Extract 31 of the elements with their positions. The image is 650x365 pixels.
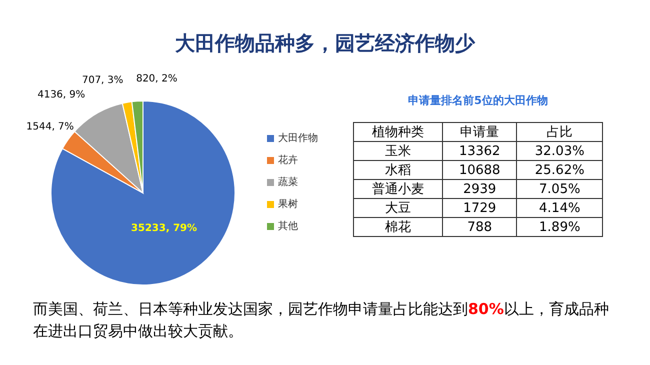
- data-label: 707, 3%: [82, 75, 124, 86]
- category-label: 棉花: [354, 218, 442, 236]
- legend-label: 蔬菜: [278, 177, 298, 188]
- text: 申请量排名前5位的大田作物: [407, 93, 549, 108]
- text: 占比: [516, 122, 602, 142]
- data-label: 4.14%: [516, 198, 602, 218]
- category-label: 普通小麦: [354, 180, 442, 198]
- text: 而美国、荷兰、日本等种业发达国家，园艺作物申请量占比能达到80%以上，育成品种在进出口贸易中做出较大贡献。: [33, 300, 609, 340]
- data-label: 32.03%: [516, 142, 602, 160]
- data-label: 1729: [442, 198, 517, 218]
- data-label: 13362: [442, 142, 517, 160]
- data-label: 35233, 79%: [131, 223, 198, 234]
- chart-title: 大田作物品种多，园艺经济作物少: [174, 30, 476, 57]
- series-label: 申请量: [442, 122, 517, 142]
- data-label: 820, 2%: [136, 74, 178, 85]
- legend-label: 其他: [278, 221, 298, 232]
- legend-label: 大田作物: [278, 133, 318, 144]
- text: 植物种类: [354, 122, 442, 142]
- data-label: 2939: [442, 180, 517, 198]
- category-label: 玉米: [354, 142, 442, 160]
- data-label: 1.89%: [516, 218, 602, 236]
- data-label: 1544, 7%: [26, 121, 74, 132]
- data-label: 4136, 9%: [37, 89, 86, 100]
- data-label: 7.05%: [516, 180, 602, 198]
- data-label: 788: [442, 218, 517, 236]
- legend-label: 花卉: [278, 155, 298, 166]
- data-label: 10688: [442, 160, 517, 180]
- legend-label: 果树: [278, 199, 298, 210]
- category-label: 水稻: [354, 160, 442, 180]
- category-label: 大豆: [354, 198, 442, 218]
- data-label: 25.62%: [516, 160, 602, 180]
